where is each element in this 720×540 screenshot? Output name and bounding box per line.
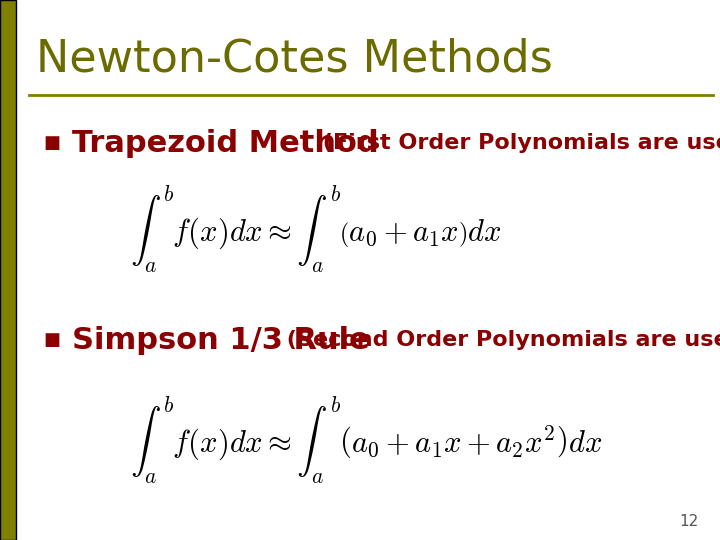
Text: (First Order Polynomials are used): (First Order Polynomials are used) — [315, 133, 720, 153]
Text: 12: 12 — [679, 514, 698, 529]
Text: $\int_{a}^{b} f(x)dx \approx \int_{a}^{b} \left(a_0 + a_1 x\right)dx$: $\int_{a}^{b} f(x)dx \approx \int_{a}^{b… — [130, 184, 501, 275]
Text: Trapezoid Method: Trapezoid Method — [72, 129, 379, 158]
Text: ■: ■ — [43, 134, 60, 152]
Text: (Second Order Polynomials are used): (Second Order Polynomials are used) — [279, 330, 720, 350]
Text: Newton-Cotes Methods: Newton-Cotes Methods — [36, 38, 553, 81]
Text: $\int_{a}^{b} f(x)dx \approx \int_{a}^{b} \left(a_0 + a_1 x + a_2 x^2\right)dx$: $\int_{a}^{b} f(x)dx \approx \int_{a}^{b… — [130, 394, 602, 486]
Text: Simpson 1/3 Rule: Simpson 1/3 Rule — [72, 326, 370, 355]
Text: ■: ■ — [43, 331, 60, 349]
